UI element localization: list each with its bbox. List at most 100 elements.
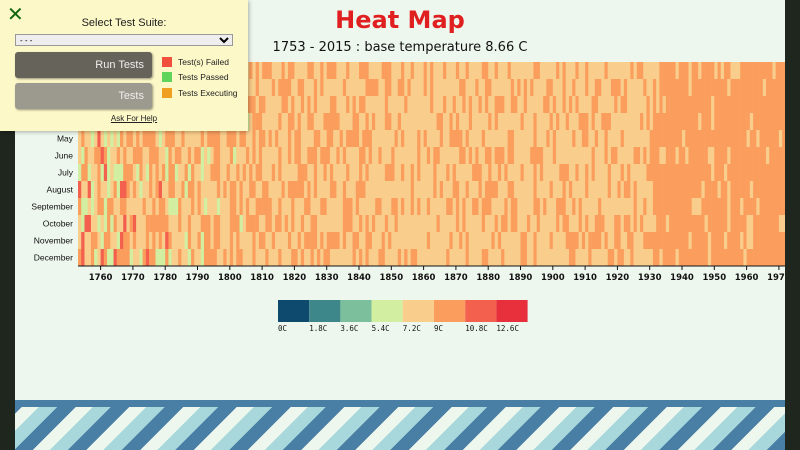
heatmap-cell bbox=[452, 232, 457, 249]
heatmap-cell bbox=[462, 249, 466, 266]
heatmap-cell bbox=[171, 215, 176, 232]
heatmap-cell bbox=[284, 79, 289, 96]
heatmap-cell bbox=[371, 62, 376, 79]
heatmap-cell bbox=[413, 96, 418, 113]
heatmap-cell bbox=[491, 79, 495, 96]
heatmap-cell bbox=[549, 249, 554, 266]
heatmap-cell bbox=[365, 147, 369, 164]
heatmap-cell bbox=[578, 181, 583, 198]
heatmap-cell bbox=[675, 164, 680, 181]
heatmap-cell bbox=[107, 198, 111, 215]
heatmap-cell bbox=[536, 147, 541, 164]
tests-button[interactable]: Tests bbox=[15, 83, 152, 109]
heatmap-cell bbox=[497, 96, 502, 113]
heatmap-cell bbox=[181, 147, 185, 164]
heatmap-cell bbox=[678, 113, 683, 130]
heatmap-cell bbox=[517, 113, 521, 130]
heatmap-cell bbox=[585, 232, 589, 249]
heatmap-cell bbox=[481, 164, 486, 181]
heatmap-cell bbox=[749, 147, 754, 164]
heatmap-cell bbox=[368, 113, 373, 130]
test-suite-select[interactable]: - - - bbox=[15, 34, 233, 46]
heatmap-cell bbox=[81, 249, 85, 266]
heatmap-cell bbox=[119, 215, 124, 232]
heatmap-cell bbox=[165, 147, 169, 164]
month-label: June bbox=[55, 151, 74, 161]
heatmap-cell bbox=[530, 181, 534, 198]
heatmap-cell bbox=[420, 79, 424, 96]
heatmap-cell bbox=[578, 62, 583, 79]
heatmap-cell bbox=[701, 232, 705, 249]
run-tests-button[interactable]: Run Tests bbox=[15, 52, 152, 78]
heatmap-cell bbox=[116, 164, 121, 181]
heatmap-cell bbox=[736, 232, 741, 249]
heatmap-cell bbox=[401, 113, 405, 130]
heatmap-cell bbox=[139, 198, 143, 215]
heatmap-cell bbox=[688, 215, 692, 232]
heatmap-cell bbox=[455, 181, 460, 198]
heatmap-cell bbox=[359, 198, 363, 215]
heatmap-cell bbox=[536, 79, 541, 96]
heatmap-cell bbox=[207, 130, 211, 147]
heatmap-cell bbox=[714, 96, 718, 113]
heatmap-cell bbox=[249, 96, 253, 113]
heatmap-cell bbox=[252, 147, 256, 164]
heatmap-cell bbox=[517, 181, 521, 198]
heatmap-cell bbox=[572, 130, 576, 147]
heatmap-cell bbox=[743, 198, 747, 215]
heatmap-cell bbox=[362, 249, 366, 266]
heatmap-cell bbox=[129, 130, 134, 147]
heatmap-cell bbox=[630, 215, 634, 232]
heatmap-cell bbox=[249, 232, 253, 249]
heatmap-cell bbox=[229, 147, 234, 164]
heatmap-cell bbox=[510, 79, 515, 96]
heatmap-cell bbox=[572, 198, 576, 215]
heatmap-cell bbox=[407, 249, 411, 266]
heatmap-cell bbox=[152, 181, 156, 198]
heatmap-cell bbox=[271, 130, 276, 147]
heatmap-cell bbox=[371, 96, 376, 113]
heatmap-cell bbox=[762, 62, 767, 79]
heatmap-cell bbox=[87, 215, 92, 232]
heatmap-cell bbox=[546, 113, 550, 130]
heatmap-cell bbox=[559, 130, 563, 147]
heatmap-cell bbox=[543, 147, 547, 164]
heatmap-cell bbox=[617, 249, 621, 266]
heatmap-cell bbox=[245, 130, 250, 147]
heatmap-cell bbox=[346, 96, 350, 113]
heatmap-cell bbox=[669, 130, 673, 147]
heatmap-cell bbox=[417, 130, 421, 147]
heatmap-cell bbox=[698, 198, 702, 215]
heatmap-cell bbox=[171, 164, 176, 181]
heatmap-cell bbox=[659, 96, 663, 113]
ask-for-help-link[interactable]: Ask For Help bbox=[110, 114, 158, 123]
heatmap-cell bbox=[610, 147, 615, 164]
heatmap-cell bbox=[310, 147, 315, 164]
heatmap-cell bbox=[90, 232, 95, 249]
heatmap-cell bbox=[413, 181, 418, 198]
heatmap-cell bbox=[178, 181, 182, 198]
heatmap-cell bbox=[213, 181, 218, 198]
heatmap-cell bbox=[242, 215, 247, 232]
heatmap-cell bbox=[539, 130, 544, 147]
heatmap-cell bbox=[533, 198, 537, 215]
heatmap-cell bbox=[187, 147, 192, 164]
heatmap-cell bbox=[391, 215, 395, 232]
heatmap-cell bbox=[556, 113, 560, 130]
heatmap-cell bbox=[585, 215, 589, 232]
heatmap-cell bbox=[607, 79, 612, 96]
heatmap-cell bbox=[136, 130, 140, 147]
heatmap-cell bbox=[449, 130, 453, 147]
heatmap-cell bbox=[536, 130, 541, 147]
heatmap-cell bbox=[417, 164, 421, 181]
close-x-icon[interactable]: ✕ bbox=[7, 2, 24, 26]
heatmap-cell bbox=[717, 215, 722, 232]
heatmap-cell bbox=[591, 113, 596, 130]
heatmap-cell bbox=[430, 215, 434, 232]
heatmap-cell bbox=[194, 215, 198, 232]
heatmap-cell bbox=[452, 130, 457, 147]
heatmap-cell bbox=[249, 79, 253, 96]
heatmap-cell bbox=[304, 198, 308, 215]
heatmap-cell bbox=[756, 96, 760, 113]
heatmap-cell bbox=[407, 147, 411, 164]
